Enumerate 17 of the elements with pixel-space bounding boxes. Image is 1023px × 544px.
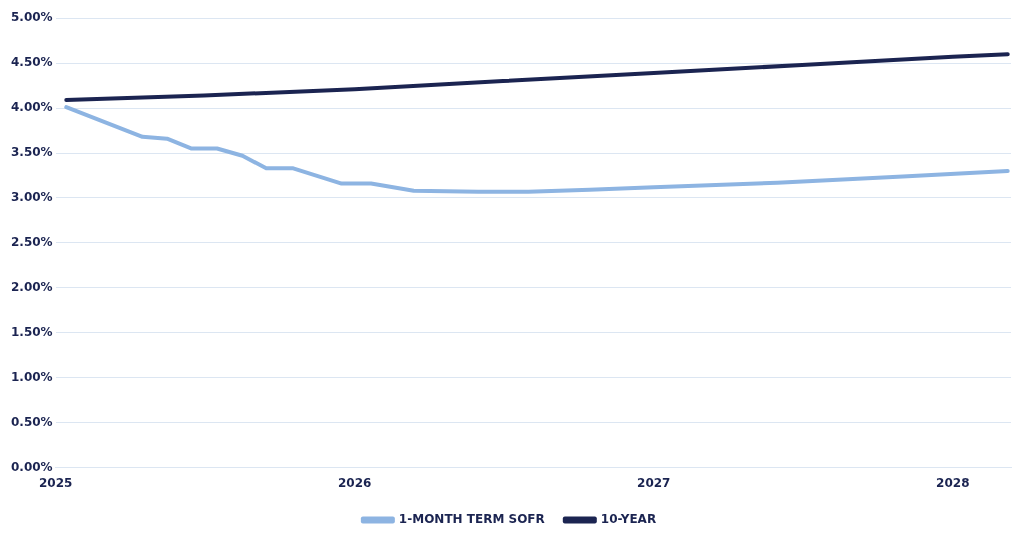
y-tick-label: 1.00% — [10, 369, 53, 384]
y-tick-label: 0.00% — [10, 459, 53, 474]
legend-label: 10-YEAR — [600, 512, 657, 527]
x-tick-label: 2025 — [38, 475, 73, 490]
x-tick-label: 2028 — [936, 475, 970, 490]
y-tick-label: 0.50% — [10, 414, 53, 429]
y-tick-label: 4.50% — [10, 55, 53, 70]
y-tick-label: 5.00% — [10, 10, 53, 25]
x-tick-label: 2027 — [637, 475, 671, 490]
y-tick-label: 2.00% — [10, 279, 53, 294]
y-tick-label: 2.50% — [10, 235, 53, 250]
y-tick-label: 1.50% — [10, 324, 53, 339]
y-tick-label: 3.50% — [10, 145, 53, 160]
y-tick-label: 3.00% — [10, 190, 53, 205]
legend-label: 1-MONTH TERM SOFR — [398, 512, 545, 527]
x-tick-label: 2026 — [337, 475, 372, 490]
y-tick-label: 4.00% — [10, 100, 53, 115]
